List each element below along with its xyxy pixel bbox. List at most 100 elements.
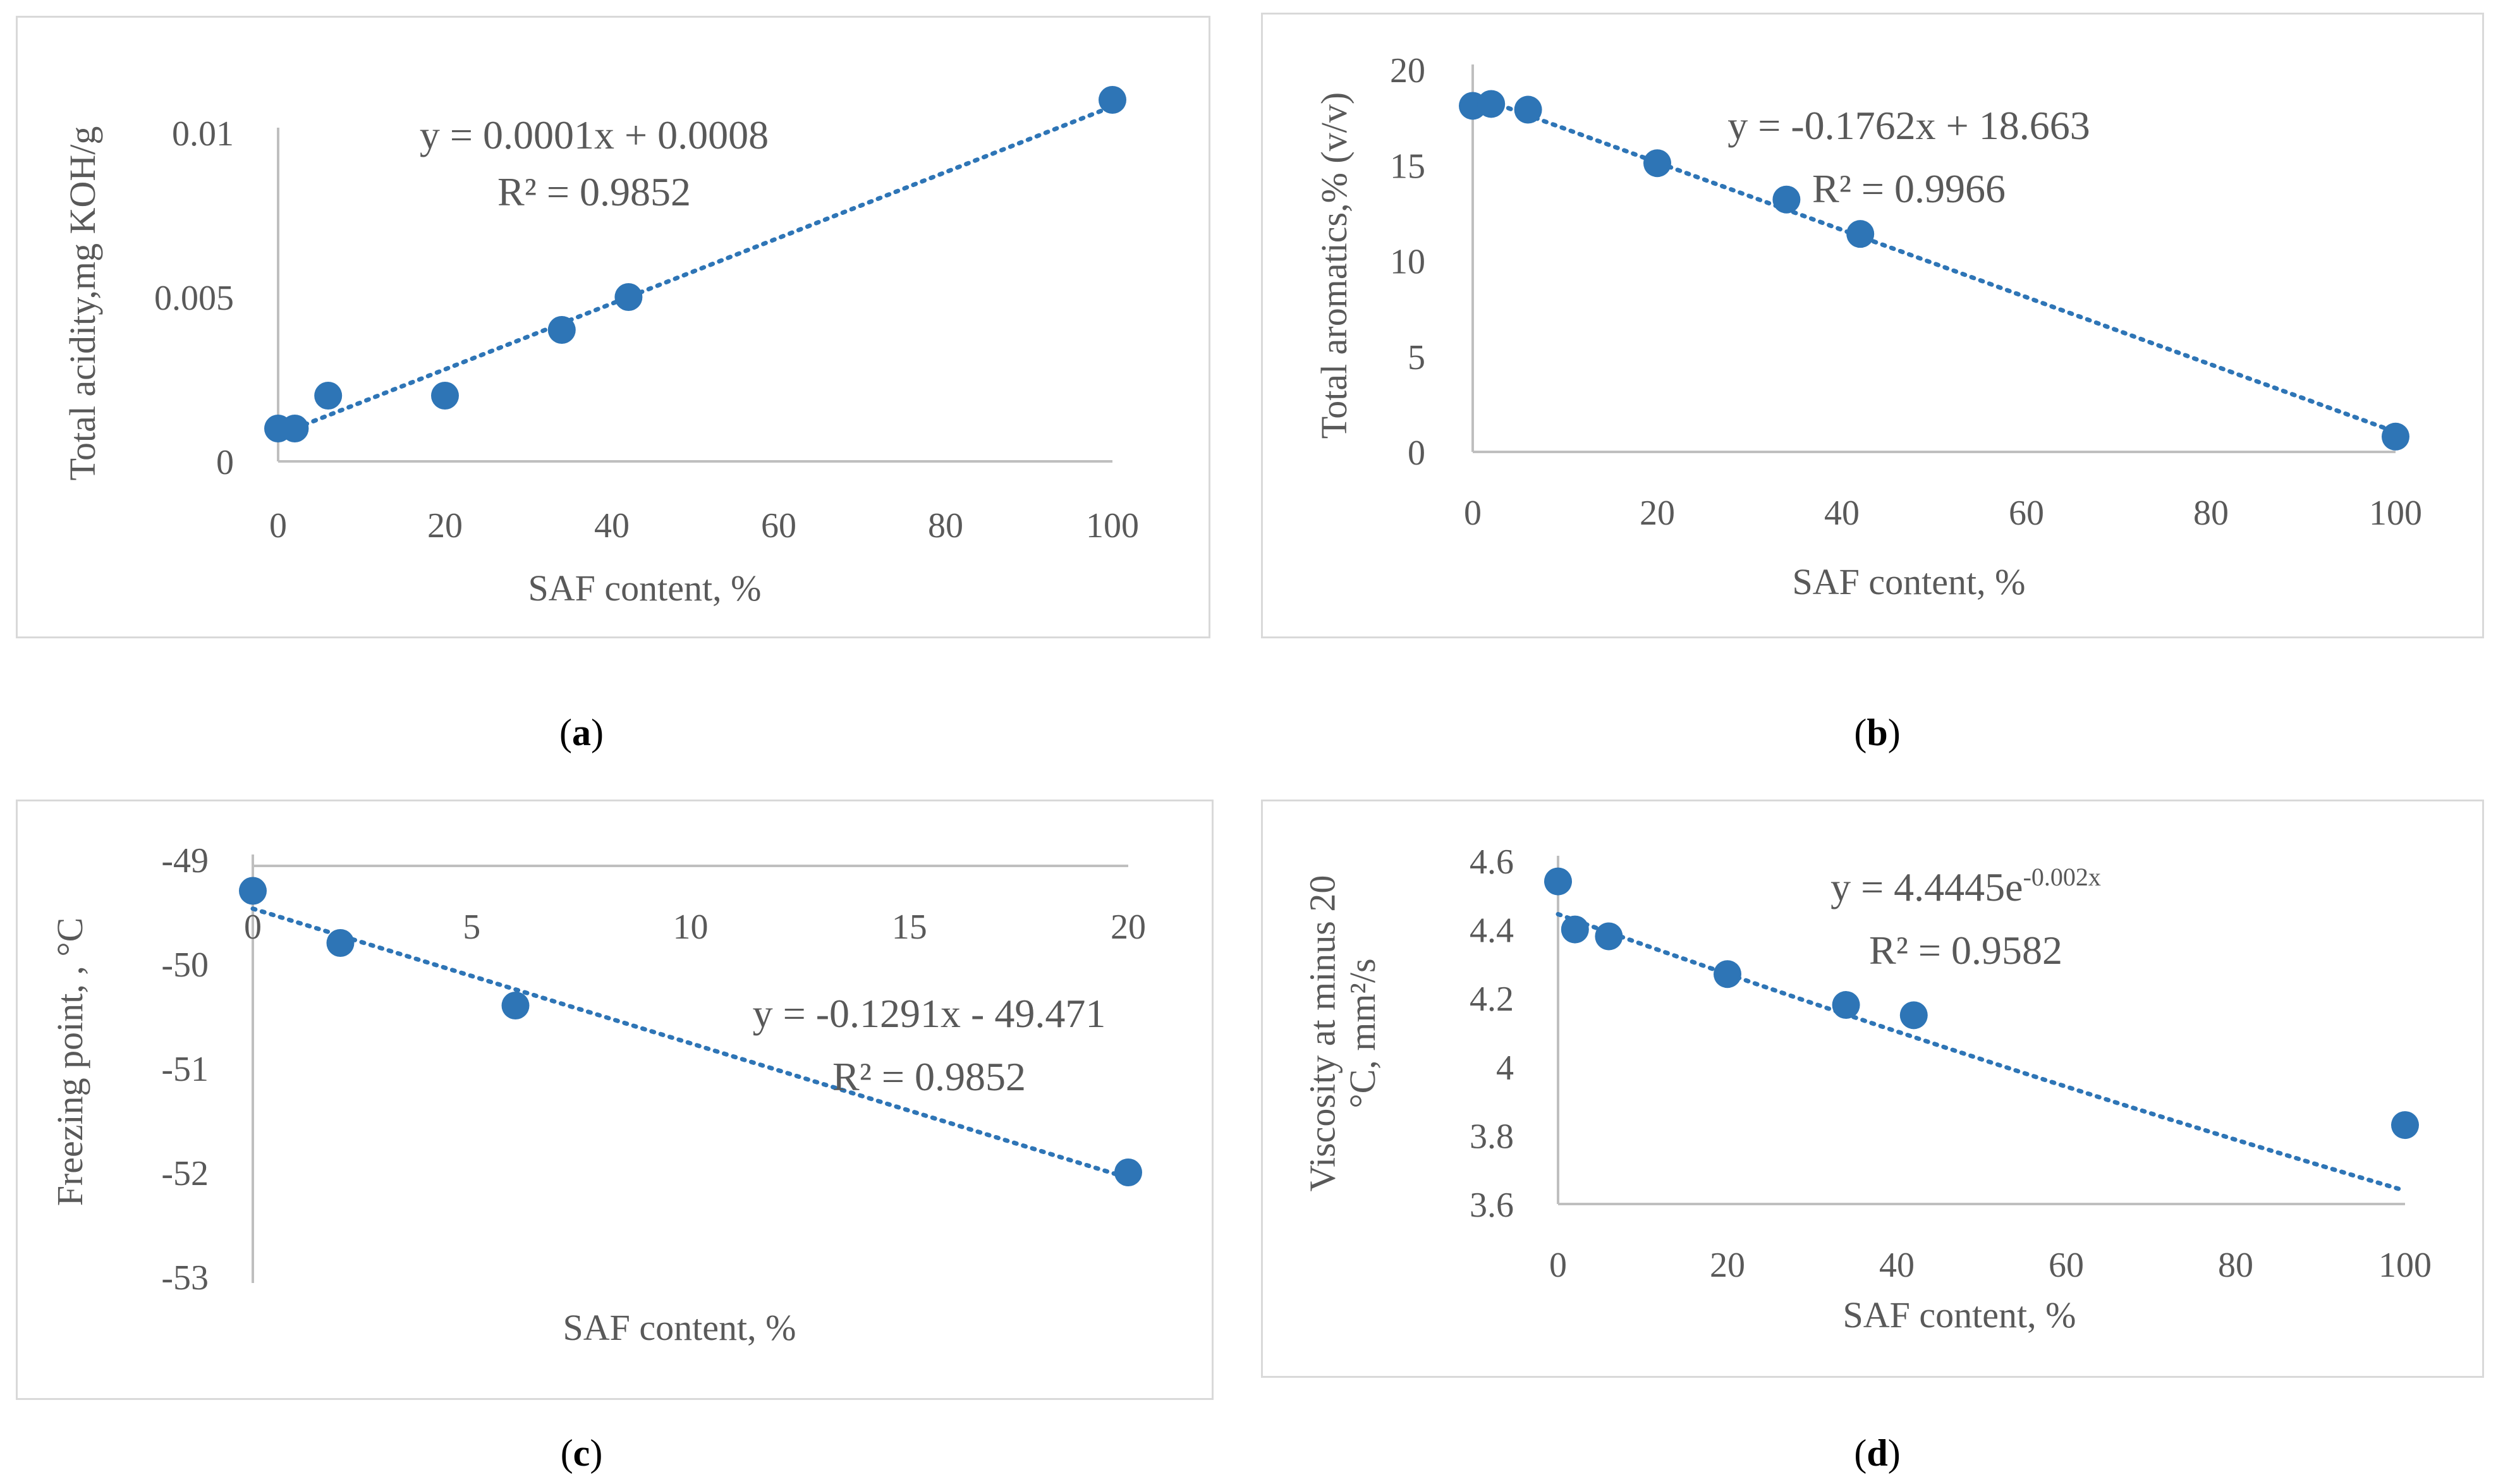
caption-d-open: (: [1854, 1432, 1867, 1474]
trendline: [1556, 911, 2408, 1193]
chart-b: 0 20 40 60 80 100 0 5 10 15 20 SAF content, % Total …: [1313, 51, 2422, 602]
data-point: [501, 992, 530, 1019]
trendline: [276, 104, 1115, 437]
x-tick-label: 0: [269, 506, 287, 545]
y-tick-label: -52: [161, 1154, 209, 1193]
data-point: [281, 415, 309, 442]
trendline-equation: y = -0.1291x - 49.471: [753, 991, 1106, 1036]
x-tick-label: 60: [2049, 1246, 2084, 1285]
data-point: [1114, 1159, 1142, 1186]
caption-b-letter: b: [1867, 712, 1888, 753]
caption-c-close: ): [590, 1432, 603, 1474]
trendline-equation: y = 4.4445e-0.002x: [1830, 863, 2101, 909]
y-tick-label: 4.4: [1470, 911, 1514, 951]
data-point: [1099, 86, 1126, 114]
x-tick-label: 100: [1086, 506, 1139, 545]
data-point: [547, 316, 576, 344]
y-axis-title: Viscosity at minus 20°C, mm²/s: [1301, 875, 1383, 1192]
y-tick-label: 4.2: [1470, 980, 1514, 1019]
x-axis-title: SAF content, %: [528, 568, 762, 609]
x-tick-label: 0: [1464, 494, 1482, 533]
y-tick-label: 4.6: [1470, 842, 1514, 882]
y-tick-label: -50: [161, 946, 209, 985]
x-tick-label: 80: [2218, 1246, 2253, 1285]
chart-a: 0 20 40 60 80 100 0 0.005 0.01 SAF content, % Tota…: [62, 86, 1139, 609]
x-axis-title: SAF content, %: [563, 1307, 796, 1348]
caption-b-close: ): [1887, 712, 1901, 753]
caption-b: (b): [1814, 711, 1940, 755]
y-tick-label: 15: [1390, 147, 1425, 186]
y-tick-label: 0.01: [172, 114, 234, 154]
data-point: [1832, 991, 1860, 1019]
data-point: [614, 283, 643, 311]
x-tick-label: 40: [1879, 1246, 1915, 1285]
x-tick-label: 40: [1824, 494, 1860, 533]
y-tick-label: 4: [1496, 1049, 1514, 1088]
chart-panel-d: [1261, 800, 2484, 1378]
y-tick-label: 10: [1390, 243, 1425, 282]
x-tick-label: 10: [673, 908, 709, 947]
data-point: [239, 877, 267, 905]
r-squared-label: R² = 0.9582: [1869, 928, 2062, 973]
data-point: [326, 929, 355, 957]
caption-c-letter: c: [573, 1432, 590, 1474]
y-tick-label: 0.005: [154, 279, 234, 318]
caption-b-open: (: [1854, 712, 1867, 753]
equation-base: y = 4.4445e: [1830, 865, 2023, 909]
y-tick-label: 5: [1408, 338, 1425, 377]
y-tick-label: 20: [1390, 51, 1425, 90]
x-tick-label: 20: [1710, 1246, 1745, 1285]
caption-d: (d): [1814, 1432, 1940, 1475]
trendline: [1470, 92, 2398, 434]
data-point: [2382, 422, 2409, 451]
y-axis-title: Total aromatics,% (v/v): [1313, 92, 1355, 439]
data-point: [431, 382, 459, 410]
x-tick-label: 80: [2193, 494, 2229, 533]
caption-c-open: (: [560, 1432, 573, 1474]
data-point: [1643, 149, 1671, 178]
caption-c: (c): [518, 1432, 645, 1475]
caption-a-close: ): [591, 712, 604, 753]
y-axis-title-line2: °C, mm²/s: [1342, 958, 1383, 1108]
data-point: [1561, 915, 1589, 944]
x-tick-label: 0: [1549, 1246, 1567, 1285]
r-squared-label: R² = 0.9852: [832, 1054, 1026, 1099]
x-tick-label: 15: [892, 908, 927, 947]
data-point: [1477, 90, 1506, 118]
x-tick-label: 60: [2009, 494, 2044, 533]
x-tick-label: 20: [1640, 494, 1675, 533]
chart-panel-c: [16, 800, 1214, 1400]
x-axis-title: SAF content, %: [1793, 561, 2026, 602]
r-squared-label: R² = 0.9966: [1812, 166, 2006, 211]
x-tick-label: 20: [1111, 908, 1146, 947]
data-point: [1514, 95, 1542, 124]
data-point: [1714, 960, 1741, 988]
x-tick-label: 0: [244, 908, 262, 947]
r-squared-label: R² = 0.9852: [497, 169, 691, 214]
y-axis-title-line1: Viscosity at minus 20: [1301, 875, 1343, 1192]
x-axis-title: SAF content, %: [1843, 1294, 2076, 1335]
y-tick-label: -49: [161, 841, 209, 880]
data-point: [1899, 1001, 1928, 1030]
y-tick-label: -51: [161, 1050, 209, 1089]
y-tick-label: 0: [1408, 434, 1425, 473]
y-tick-label: 0: [216, 443, 234, 482]
x-tick-label: 100: [2378, 1246, 2432, 1285]
trendline: [250, 906, 1131, 1181]
y-tick-label: -53: [161, 1258, 209, 1298]
trendline-equation: y = -0.1762x + 18.663: [1727, 103, 2090, 148]
equation-exponent: -0.002x: [2023, 863, 2101, 891]
data-point: [1595, 922, 1623, 951]
chart-panel-a: [16, 16, 1210, 638]
x-tick-label: 40: [594, 506, 630, 545]
trendline-equation: y = 0.0001x + 0.0008: [420, 113, 769, 157]
caption-d-close: ): [1887, 1432, 1901, 1474]
y-tick-label: 3.8: [1470, 1117, 1514, 1156]
x-tick-label: 5: [463, 908, 480, 947]
caption-a-open: (: [559, 712, 572, 753]
data-point: [1772, 185, 1801, 214]
y-axis-title: Total acidity,mg KOH/g: [62, 126, 103, 481]
data-point: [1846, 220, 1875, 248]
x-tick-label: 20: [427, 506, 463, 545]
